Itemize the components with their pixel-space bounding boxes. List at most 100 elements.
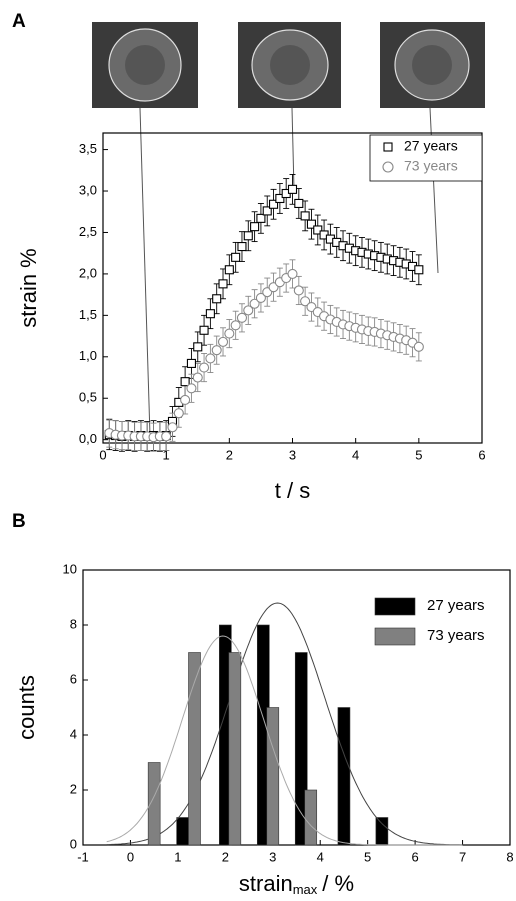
point [199, 325, 209, 335]
x-tick-label: 5 [364, 849, 371, 864]
legend-marker [382, 161, 394, 173]
point [313, 225, 323, 235]
x-tick-label: 2 [222, 849, 229, 864]
point [167, 422, 178, 433]
x-tick-label: 7 [459, 849, 466, 864]
x-tick-label: 5 [415, 447, 422, 462]
point [249, 298, 260, 309]
point [287, 184, 298, 194]
x-tick-label: 2 [226, 447, 233, 462]
x-tick-label: 6 [478, 447, 485, 462]
x-axis-title: t / s [275, 478, 310, 503]
bar [147, 762, 161, 846]
y-tick-label: 2,5 [79, 224, 97, 239]
point [205, 353, 216, 364]
point [186, 383, 197, 394]
bar [337, 707, 351, 846]
bar [294, 652, 308, 846]
point [306, 219, 317, 229]
point [180, 377, 190, 387]
x-tick-label: 3 [269, 849, 276, 864]
point [414, 265, 424, 275]
bar [266, 707, 280, 846]
y-tick-label: 2,0 [79, 265, 97, 280]
x-tick-label: 6 [411, 849, 418, 864]
bar [228, 652, 242, 846]
legend-swatch [374, 627, 416, 646]
point [262, 206, 272, 216]
x-tick-label: 8 [506, 849, 513, 864]
point [211, 345, 222, 356]
point [205, 309, 215, 319]
point [161, 431, 172, 442]
y-tick-label: 10 [63, 561, 77, 576]
point [275, 193, 285, 204]
cell-core [125, 45, 165, 85]
point [224, 328, 235, 339]
point [231, 252, 241, 262]
x-tick-label: 3 [289, 447, 296, 462]
y-tick-label: 0,5 [79, 390, 97, 405]
point [287, 268, 298, 279]
legend-label: 27 years [404, 138, 458, 154]
thumbnails [92, 22, 485, 437]
point [180, 394, 191, 405]
point [256, 213, 266, 223]
x-axis-title-suffix: / % [322, 871, 354, 896]
y-axis-title: strain % [16, 248, 41, 327]
y-axis-title: counts [14, 675, 39, 740]
point [218, 279, 228, 289]
bar [188, 652, 201, 846]
point [224, 265, 234, 275]
point [300, 296, 311, 307]
bar [375, 817, 389, 846]
point [192, 372, 203, 383]
point [217, 336, 229, 347]
legend-label: 73 years [404, 158, 458, 174]
point [413, 341, 424, 352]
point [186, 358, 196, 368]
y-tick-label: 6 [70, 671, 77, 686]
fit-curve [106, 635, 463, 846]
panel-label: B [12, 511, 26, 532]
x-axis-title: strainmax / % [239, 871, 354, 898]
point [268, 199, 279, 209]
point [294, 198, 304, 209]
cell-core [412, 45, 452, 85]
point [193, 342, 203, 352]
bar [176, 817, 189, 846]
y-tick-label: 0 [70, 836, 77, 851]
x-tick-label: 1 [174, 849, 181, 864]
legend-label: 27 years [427, 597, 485, 614]
y-tick-label: 3,5 [79, 141, 97, 156]
x-tick-label: 1 [163, 447, 170, 462]
fit-curve [106, 602, 463, 846]
y-tick-label: 8 [70, 616, 77, 631]
legend-label: 73 years [427, 627, 485, 644]
x-axis-title-subscript: max [293, 882, 318, 897]
connector [291, 107, 295, 191]
legend-swatch [374, 597, 416, 616]
point [293, 285, 304, 296]
y-tick-label: 1,0 [79, 348, 97, 363]
point [212, 294, 222, 304]
point [300, 211, 310, 221]
point [199, 362, 210, 373]
bar [304, 789, 318, 846]
y-tick-label: 3,0 [79, 182, 97, 197]
point [237, 242, 247, 252]
x-axis-title-main: strain [239, 871, 293, 896]
point [230, 320, 241, 331]
legend-marker [383, 142, 393, 152]
point [250, 222, 260, 232]
point [243, 305, 254, 316]
x-tick-label: 4 [352, 447, 359, 462]
x-tick-label: 4 [317, 849, 324, 864]
point [243, 231, 253, 241]
y-tick-label: 1,5 [79, 307, 97, 322]
panel-label: A [12, 11, 26, 32]
point [255, 292, 266, 303]
point [173, 408, 184, 419]
x-tick-label: -1 [77, 849, 89, 864]
